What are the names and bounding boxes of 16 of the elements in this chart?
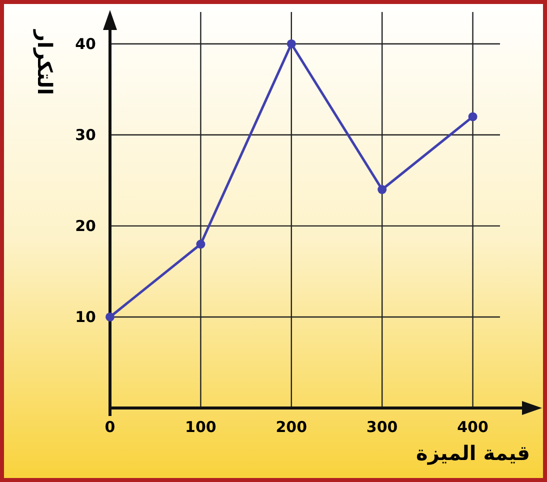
x-tick-label: 300 (366, 418, 398, 436)
point (106, 312, 114, 322)
x-tick-label: 400 (457, 418, 488, 436)
y-axis-title: التكرار (33, 29, 57, 95)
x-tick-label: 0 (104, 418, 116, 436)
point (468, 112, 478, 122)
x-tick-label: 200 (276, 418, 308, 436)
y-tick-label: 30 (75, 126, 96, 144)
point (378, 185, 387, 194)
point (286, 39, 296, 48)
y-tick-label: 10 (75, 308, 96, 326)
y-tick-label: 20 (75, 216, 96, 235)
y-tick-label: 40 (75, 34, 96, 53)
x-axis-title: قيمة الميزة (416, 441, 530, 465)
x-tick-label: 100 (185, 418, 216, 436)
point (196, 240, 206, 249)
